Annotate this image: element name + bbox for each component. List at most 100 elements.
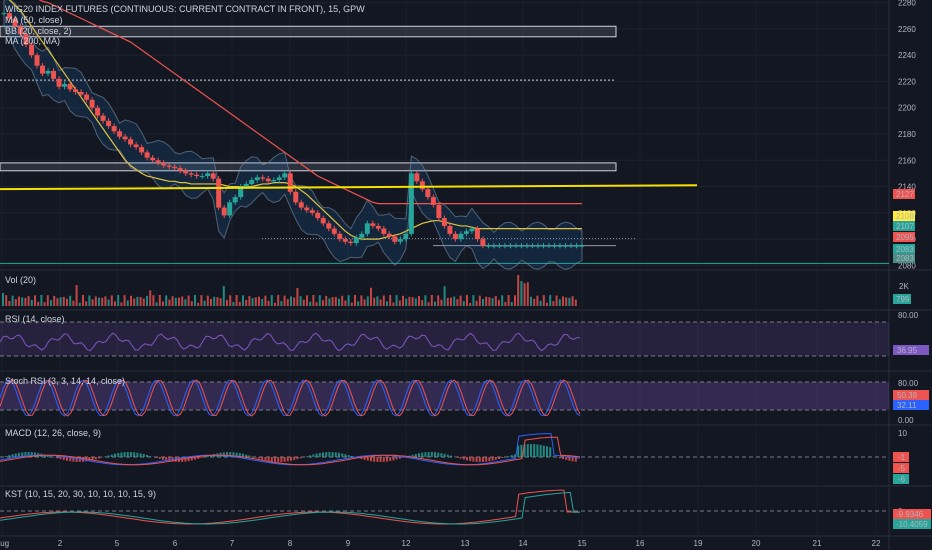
candle-body [23, 34, 29, 45]
volume-bar [88, 295, 91, 306]
volume-bar [523, 283, 526, 306]
price-tick-label: 2200 [898, 104, 916, 113]
volume-bar [78, 302, 81, 306]
volume-bar [450, 297, 452, 306]
macd-histogram-bar [446, 454, 449, 457]
volume-bar [526, 282, 529, 306]
candle-body [122, 136, 128, 140]
volume-bar [270, 295, 273, 306]
volume-bar [283, 295, 286, 306]
trend-line [0, 184, 698, 191]
volume-bar [123, 295, 126, 306]
volume-bar [520, 281, 523, 306]
macd-pane-label: MACD (12, 26, close, 9) [5, 428, 101, 438]
volume-bar [562, 296, 564, 306]
chart-title: WIG20 INDEX FUTURES (CONTINUOUS: CURRENT… [5, 4, 365, 14]
macd-histogram-bar [194, 457, 196, 460]
ma50-legend[interactable]: MA (50, close) [5, 15, 63, 25]
candle-body [562, 245, 568, 247]
macd-histogram-bar [558, 457, 561, 459]
candle-body [441, 218, 447, 226]
candle-body [177, 168, 183, 171]
macd-histogram-bar [120, 452, 123, 457]
macd-histogram-bar [338, 452, 340, 457]
volume-bar [507, 295, 510, 306]
volume-bar [149, 290, 152, 306]
macd-histogram-bar [574, 457, 577, 462]
volume-bar [11, 295, 14, 306]
macd-histogram-bar [130, 452, 132, 457]
candle-body [111, 126, 117, 132]
candle-body [128, 139, 134, 145]
time-tick-label: Aug [0, 539, 9, 548]
macd-histogram-bar [462, 457, 465, 460]
candle-body [249, 179, 255, 184]
volume-bar [510, 302, 513, 306]
macd-histogram-bar [536, 444, 539, 457]
time-tick-label: 16 [636, 539, 645, 548]
volume-bar [565, 297, 568, 306]
candle-body [469, 228, 475, 232]
candle-body [546, 245, 552, 247]
volume-bar [306, 295, 308, 306]
macd-histogram-bar [299, 457, 302, 459]
indicator-panes[interactable] [0, 275, 889, 525]
volume-bar [427, 302, 430, 306]
candle-body [513, 245, 519, 247]
candle-body [1, 13, 7, 15]
macd-histogram-bar [69, 457, 72, 462]
volume-bar [437, 295, 440, 306]
stoch-band [0, 382, 889, 410]
macd-value-badge-2: -5 [893, 463, 909, 473]
time-axis: Aug 2 5 6 7 8 9 12 13 14 15 16 19 20 21 22 [0, 539, 881, 548]
price-label-bg [893, 253, 915, 263]
volume-bar [363, 299, 366, 306]
volume-bar [411, 297, 414, 306]
macd-histogram-bar [267, 457, 270, 461]
macd-histogram-bar [229, 452, 232, 457]
candle-body [139, 147, 145, 153]
volume-bar [546, 302, 548, 306]
candle-body [67, 84, 73, 90]
volume-bar [56, 298, 59, 306]
ma200-legend[interactable]: MA (200, MA) [5, 36, 60, 46]
volume-bar [226, 300, 228, 306]
volume-bar [194, 295, 196, 306]
macd-histogram-bar [238, 453, 241, 457]
volume-bar [261, 298, 264, 306]
macd-histogram-bar [277, 457, 280, 462]
volume-bar [334, 296, 337, 306]
price-axis: 2080210021202140216021802200222022402260… [893, 0, 916, 270]
macd-histogram-bar [510, 455, 513, 457]
volume-bar [459, 295, 462, 306]
candle-body [254, 177, 260, 180]
bb-legend[interactable]: BB (20, close, 2) [5, 26, 72, 36]
volume-bar [98, 297, 100, 306]
volume-bar [328, 298, 331, 306]
volume-bar [146, 295, 148, 306]
candle-body [381, 228, 387, 234]
price-label-text: 2107 [896, 222, 914, 231]
volume-bar [398, 300, 401, 306]
volume-bar [248, 296, 251, 306]
macd-histogram-bar [450, 455, 452, 457]
volume-bar [318, 295, 321, 306]
candle-body [205, 173, 211, 177]
candle-body [150, 157, 156, 161]
macd-histogram-bar [488, 457, 491, 462]
volume-bar [30, 299, 33, 306]
price-pane[interactable] [0, 0, 889, 270]
macd-value-badge-3: -6 [893, 474, 909, 484]
macd-histogram-bar [56, 457, 59, 459]
candle-body [265, 178, 271, 182]
macd-histogram-bar [162, 457, 164, 460]
candle-body [452, 233, 458, 240]
macd-histogram-bar [312, 454, 315, 457]
macd-histogram-bar [66, 457, 68, 461]
candle-body [331, 228, 337, 234]
candle-body [78, 91, 84, 95]
macd-histogram-bar [50, 456, 52, 457]
stoch-tick-80: 80.00 [898, 379, 919, 388]
volume-bar [264, 295, 267, 306]
candle-body [348, 241, 354, 244]
